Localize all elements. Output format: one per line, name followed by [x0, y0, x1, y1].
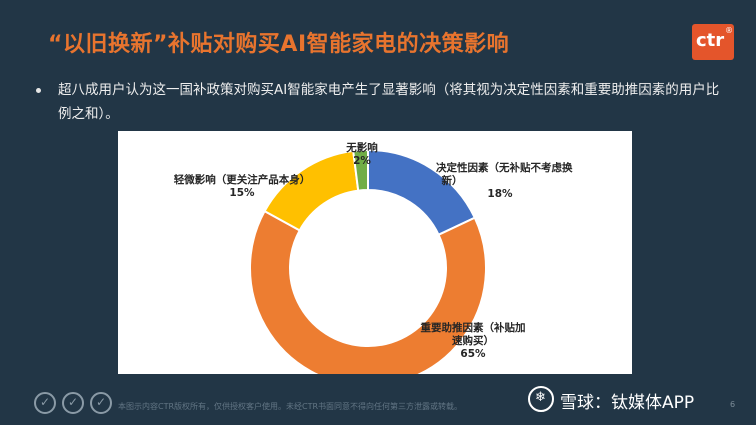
chart-area: 决定性因素（无补贴不考虑换 新） 18% 重要助推因素（补贴加 速购买） 65% 轻微影响（…	[118, 131, 632, 374]
watermark-text: 雪球：钛媒体APP	[560, 393, 695, 413]
donut-slice	[263, 149, 360, 232]
slice-category-label: 速购买）	[452, 334, 494, 347]
snowball-icon: ❄	[528, 386, 554, 412]
slice-value-label: 2%	[353, 155, 371, 167]
donut-slice	[352, 148, 369, 192]
slice-value-label: 65%	[460, 348, 486, 360]
page-title: “以旧换新”补贴对购买AI智能家电的决策影响	[48, 32, 510, 57]
slice-category-label: 决定性因素（无补贴不考虑换	[436, 161, 573, 174]
slice-category-label: 无影响	[345, 141, 378, 154]
bullet-icon	[36, 88, 41, 93]
slice-value-label: 18%	[487, 188, 513, 200]
copyright-icon: ✓	[62, 392, 84, 414]
page-number: 6	[730, 400, 736, 409]
slice-value-label: 15%	[229, 187, 255, 199]
logo-registered-mark: ®	[725, 26, 733, 35]
donut-slice	[249, 209, 487, 374]
copyright-icon: ✓	[90, 392, 112, 414]
copyright-icon: ✓	[34, 392, 56, 414]
slice-category-label: 新）	[442, 174, 463, 187]
logo-text: ctr	[696, 30, 725, 51]
slice-category-label: 重要助推因素（补贴加	[421, 321, 526, 334]
bullet-text: 超八成用户认为这一国补政策对购买AI智能家电产生了显著影响（将其视为决定性因素和…	[58, 82, 720, 122]
footer-note: 本图示内容CTR版权所有，仅供授权客户使用。未经CTR书面同意不得向任何第三方泄…	[118, 402, 463, 411]
slice-category-label: 轻微影响（更关注产品本身）	[174, 173, 311, 186]
ctr-logo: ctr ®	[692, 24, 734, 60]
